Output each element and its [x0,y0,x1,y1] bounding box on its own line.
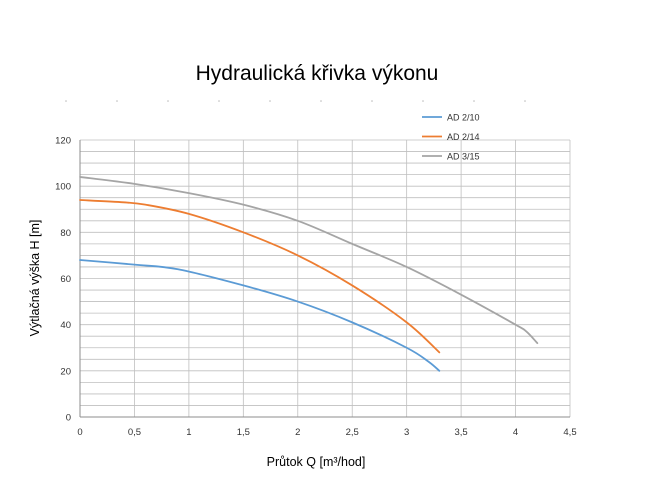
legend-label: AD 3/15 [447,152,480,162]
x-tick-label: 3 [404,427,409,438]
x-tick-label: 3,5 [455,427,468,438]
gridlines [80,139,571,417]
x-tick-label: 4,5 [563,427,576,438]
x-tick-label: 1 [186,427,191,438]
series-lines [79,176,539,372]
legend-label: AD 2/10 [447,113,480,123]
y-tick-label: 100 [55,182,71,193]
y-tick-label: 20 [60,366,71,377]
legend: AD 2/10 AD 2/14 AD 3/15 [422,113,480,162]
y-tick-label: 60 [60,274,71,285]
x-tick-label: 0,5 [128,427,141,438]
y-tick-labels: 0 20 40 60 80 100 120 [55,136,71,424]
chart-title: Hydraulická křivka výkonu [196,62,439,85]
x-tick-label: 0 [77,427,82,438]
decorative-dot-row [65,100,526,102]
series-line [79,199,441,354]
x-tick-label: 4 [513,427,518,438]
y-axis-label: Výtlačná výška H [m] [28,220,42,337]
y-tick-label: 40 [60,320,71,331]
y-tick-label: 120 [55,136,71,147]
x-tick-label: 1,5 [237,427,250,438]
x-tick-label: 2,5 [346,427,359,438]
axes [79,140,570,418]
y-tick-label: 80 [60,228,71,239]
y-tick-label: 0 [66,413,71,424]
series-line [79,176,539,345]
series-line [79,259,441,372]
x-axis-label: Průtok Q [m³/hod] [267,455,366,469]
x-tick-labels: 0 0,5 1 1,5 2 2,5 3 3,5 4 4,5 [77,427,576,438]
legend-label: AD 2/14 [447,132,480,142]
x-tick-label: 2 [295,427,300,438]
